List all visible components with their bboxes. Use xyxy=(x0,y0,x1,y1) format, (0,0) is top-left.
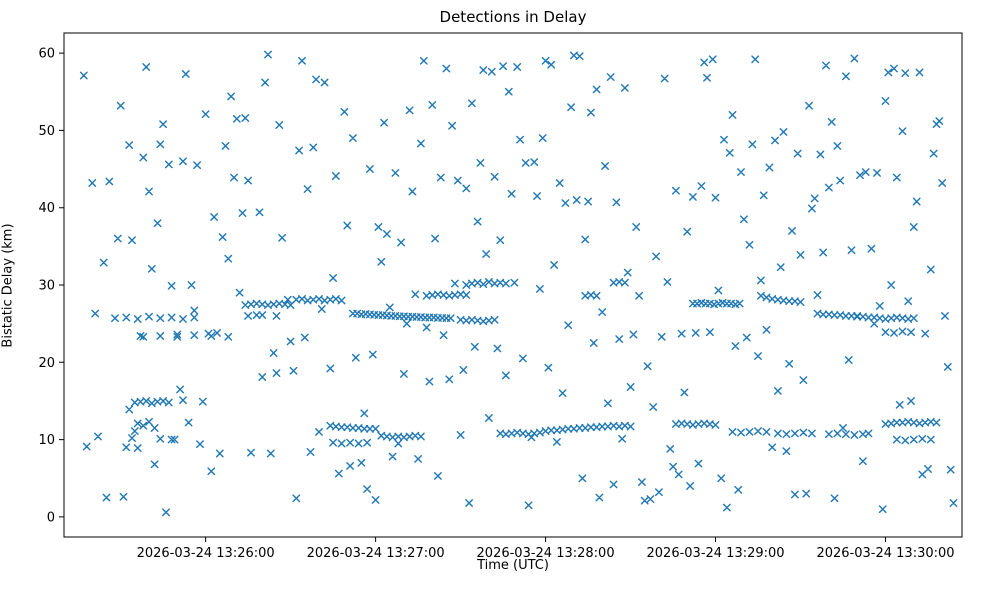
data-points xyxy=(79,50,958,517)
x-tick-label: 2026-03-24 13:30:00 xyxy=(816,546,954,561)
y-tick-label: 60 xyxy=(38,47,55,62)
x-tick-label: 2026-03-24 13:26:00 xyxy=(137,546,275,561)
chart-title: Detections in Delay xyxy=(439,8,587,26)
x-tick-label: 2026-03-24 13:27:00 xyxy=(307,546,445,561)
y-tick-label: 50 xyxy=(38,124,55,139)
y-tick-label: 10 xyxy=(38,433,55,448)
y-axis-label: Bistatic Delay (km) xyxy=(0,223,16,348)
x-tick-label: 2026-03-24 13:28:00 xyxy=(477,546,615,561)
y-tick-label: 30 xyxy=(38,279,55,294)
x-axis-label: Time (UTC) xyxy=(477,558,549,573)
axis-ticks xyxy=(59,52,887,542)
y-tick-label: 40 xyxy=(38,201,55,216)
y-tick-label: 20 xyxy=(38,356,55,371)
y-tick-label: 0 xyxy=(47,510,55,525)
x-tick-label: 2026-03-24 13:29:00 xyxy=(647,546,785,561)
